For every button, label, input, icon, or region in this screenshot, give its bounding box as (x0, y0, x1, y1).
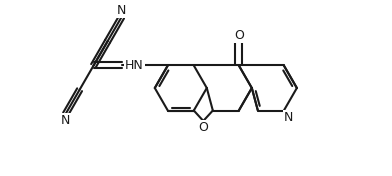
Text: N: N (117, 4, 126, 17)
Text: O: O (198, 121, 208, 134)
Text: N: N (284, 111, 293, 124)
Text: HN: HN (125, 59, 144, 72)
Text: N: N (61, 114, 70, 127)
Text: O: O (234, 29, 244, 42)
